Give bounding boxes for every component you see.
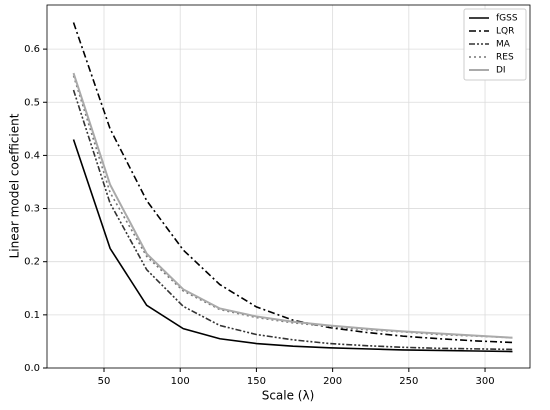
legend-label: RES [496,53,514,63]
plot-frame [46,4,531,369]
series-line [72,22,513,344]
series-line [72,75,513,339]
legend-label: fGSS [496,14,518,24]
y-tick-label: 0.1 [24,310,40,321]
legend-label: LQR [496,27,514,37]
y-tick-label: 0.3 [24,204,40,215]
y-axis-label: Linear model coefficient [8,113,22,258]
x-tick-label: 200 [323,376,342,387]
x-tick-label: 150 [247,376,266,387]
y-tick-label: 0.4 [24,150,40,161]
series-line [72,72,513,339]
legend-label: MA [496,40,511,50]
x-tick-label: 50 [98,376,111,387]
y-tick-label: 0.2 [24,257,40,268]
series-line [72,139,513,353]
x-tick-label: 300 [475,376,494,387]
y-tick-label: 0.6 [24,44,40,55]
y-tick-label: 0.5 [24,97,40,108]
series-line [72,89,513,351]
x-tick-label: 100 [171,376,190,387]
legend-label: DI [496,66,506,76]
y-tick-label: 0.0 [24,363,40,374]
x-tick-label: 250 [399,376,418,387]
legend-box [463,8,527,81]
x-axis-label: Scale (λ) [262,389,315,403]
